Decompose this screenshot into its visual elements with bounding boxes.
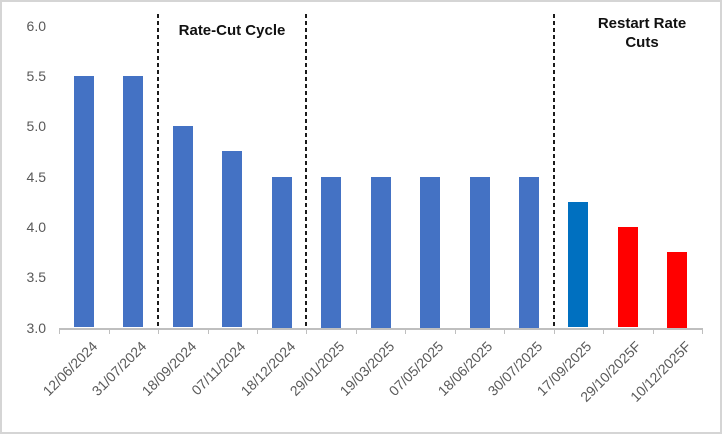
y-tick-label: 4.0 (26, 218, 46, 235)
x-axis-tick (553, 327, 555, 334)
bar (123, 75, 144, 328)
x-axis-tick (306, 327, 308, 334)
x-axis-tick (603, 327, 605, 334)
restart-rate-cuts-label: Restart Rate Cuts (532, 14, 722, 52)
x-axis-line (59, 327, 702, 330)
bar (617, 226, 638, 328)
rate-cut-cycle-label: Rate-Cut Cycle (122, 21, 342, 40)
x-axis-tick (158, 327, 160, 334)
x-axis-tick (454, 327, 456, 334)
bar (568, 201, 589, 328)
bar (74, 75, 95, 328)
x-axis-tick (355, 327, 357, 334)
annotation-line: Cuts (625, 34, 659, 51)
bar (469, 176, 490, 328)
bar (271, 176, 292, 328)
x-axis-tick (702, 327, 703, 334)
y-tick-label: 5.0 (26, 118, 46, 135)
x-axis-tick (59, 327, 61, 334)
phase-separator-line (552, 14, 555, 328)
y-tick-label: 5.5 (26, 67, 46, 84)
annotation-line: Restart Rate (597, 15, 687, 32)
x-axis-tick (207, 327, 209, 334)
bar (420, 176, 441, 328)
y-tick-label: 6.0 (26, 17, 46, 34)
bar (518, 176, 539, 328)
phase-separator-line (305, 14, 308, 328)
y-tick-label: 3.0 (26, 319, 46, 336)
y-tick-label: 4.5 (26, 168, 46, 185)
bar (321, 176, 342, 328)
bar (370, 176, 391, 328)
annotation-line: Rate-Cut Cycle (178, 22, 286, 39)
bar (222, 151, 243, 328)
x-axis-tick (257, 327, 259, 334)
phase-separator-line (157, 14, 160, 328)
x-axis-tick (405, 327, 407, 334)
bar (667, 252, 688, 328)
x-axis-tick (108, 327, 110, 334)
x-axis-tick (652, 327, 654, 334)
x-axis-tick (504, 327, 506, 334)
y-tick-label: 3.5 (26, 269, 46, 286)
bar (172, 126, 193, 328)
